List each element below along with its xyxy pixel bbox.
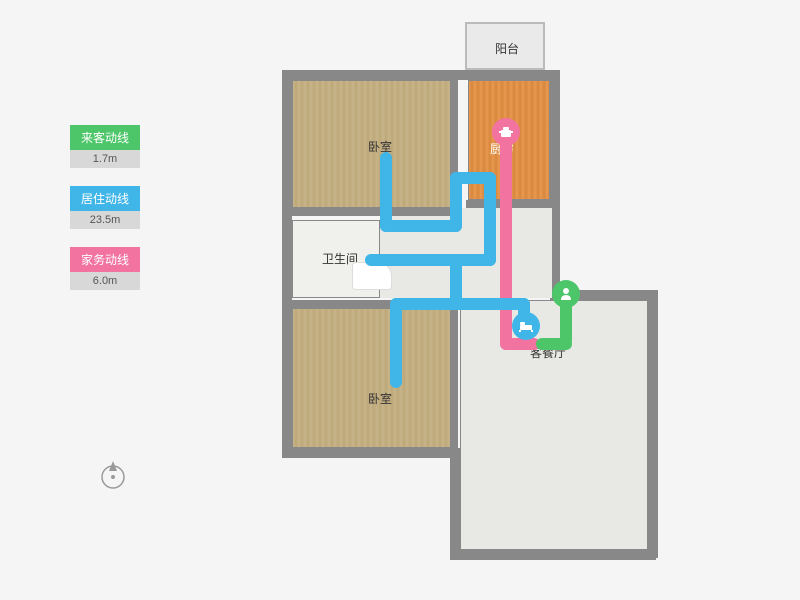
wall-bottom — [450, 550, 656, 560]
legend-living-label: 居住动线 — [70, 186, 140, 211]
legend-housework: 家务动线 6.0m — [70, 247, 140, 290]
legend-guest-value: 1.7m — [70, 150, 140, 168]
flow-guest-2 — [536, 338, 572, 350]
legend-panel: 来客动线 1.7m 居住动线 23.5m 家务动线 6.0m — [70, 125, 140, 308]
floorplan: 阳台 卧室 厨房 卫生间 卧室 客餐厅 — [290, 22, 660, 562]
legend-housework-value: 6.0m — [70, 272, 140, 290]
wall-mid-vert — [450, 448, 460, 558]
flow-housework-2 — [500, 338, 540, 350]
legend-housework-label: 家务动线 — [70, 247, 140, 272]
wall-inner4 — [450, 300, 458, 450]
wall-right — [648, 290, 658, 558]
node-pot-icon — [492, 118, 520, 146]
flow-living-4b — [484, 220, 496, 266]
node-bed-icon — [512, 312, 540, 340]
node-person-icon — [552, 280, 580, 308]
legend-guest: 来客动线 1.7m — [70, 125, 140, 168]
wall-left — [282, 70, 292, 456]
flow-housework-1 — [500, 132, 512, 350]
label-balcony: 阳台 — [495, 40, 519, 57]
label-bedroom2: 卧室 — [368, 390, 392, 407]
bathroom-fixture — [352, 262, 392, 290]
room-balcony: 阳台 — [465, 22, 545, 70]
legend-guest-label: 来客动线 — [70, 125, 140, 150]
compass-icon — [95, 455, 131, 491]
wall-inner2 — [292, 208, 452, 216]
flow-living-4 — [365, 254, 496, 266]
flow-living-6 — [390, 298, 402, 388]
wall-bottom-left — [282, 448, 458, 458]
legend-living: 居住动线 23.5m — [70, 186, 140, 229]
wall-top — [282, 70, 560, 80]
room-bedroom2 — [292, 308, 452, 448]
flow-living-5b — [450, 254, 462, 310]
legend-living-value: 23.5m — [70, 211, 140, 229]
